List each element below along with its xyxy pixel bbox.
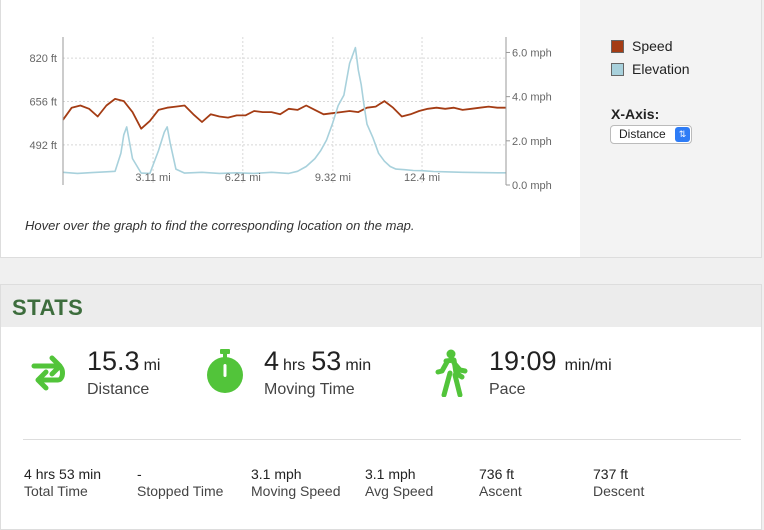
y-left-tick-label: 492 ft (29, 140, 57, 152)
moving-time-minutes-unit: min (345, 357, 372, 374)
x-tick-label: 9.32 mi (315, 172, 351, 184)
moving-speed-stat: 3.1 mph Moving Speed (251, 466, 341, 499)
moving-time-minutes: 53 (311, 346, 342, 376)
x-tick-label: 3.11 mi (135, 172, 170, 184)
descent-label: Descent (593, 483, 645, 499)
moving-time-hours: 4 (264, 346, 280, 376)
x-axis-select[interactable]: Distance ⇅ (610, 125, 692, 144)
x-tick-label: 12.4 mi (404, 172, 440, 184)
distance-label: Distance (87, 381, 150, 398)
y-right-tick-label: 4.0 mph (512, 92, 552, 104)
y-left-tick-label: 820 ft (29, 53, 57, 65)
avg-speed-stat: 3.1 mph Avg Speed (365, 466, 433, 499)
pace-unit: min/mi (564, 357, 612, 374)
y-right-tick-label: 2.0 mph (512, 136, 552, 148)
chart-axes: 3.11 mi 6.21 mi 9.32 mi 12.4 mi 492 ft 656 ft… (29, 37, 552, 192)
y-right-tick-label: 6.0 mph (512, 47, 552, 59)
descent-stat: 737 ft Descent (593, 466, 644, 499)
ascent-stat: 736 ft Ascent (479, 466, 522, 499)
total-time-hours: 4 (24, 466, 32, 482)
total-time-label: Total Time (24, 483, 88, 499)
moving-time-stat: 4 hrs 53 min Moving Time (264, 346, 371, 399)
walking-person-icon (435, 349, 468, 397)
graph-hint-text: Hover over the graph to find the corresp… (25, 218, 415, 233)
stopped-time-value: - (137, 466, 142, 482)
x-axis-label: X-Axis: (611, 106, 660, 122)
pace-label: Pace (489, 381, 526, 398)
moving-time-hours-unit: hrs (283, 357, 306, 374)
pace-stat: 19:09 min/mi Pace (489, 346, 612, 399)
stopped-time-stat: - Stopped Time (137, 466, 223, 499)
avg-speed-value: 3.1 (365, 466, 385, 482)
legend-elevation-label: Elevation (632, 61, 690, 77)
elevation-speed-chart[interactable]: 3.11 mi 6.21 mi 9.32 mi 12.4 mi 492 ft 656 ft… (1, 0, 580, 210)
speed-swatch (611, 39, 624, 53)
speed-series-line (62, 98, 506, 130)
stats-header: STATS (1, 285, 761, 327)
distance-stat: 15.3 mi Distance (87, 346, 160, 399)
moving-speed-unit: mph (274, 466, 302, 482)
ascent-unit: ft (506, 466, 515, 482)
descent-unit: ft (620, 466, 629, 482)
total-time-minutes: 53 (59, 466, 75, 482)
total-time-stat: 4 hrs 53 min Total Time (24, 466, 101, 499)
elevation-swatch (611, 62, 624, 76)
x-axis-selected-value: Distance (619, 127, 666, 141)
stats-title: STATS (12, 295, 84, 320)
stopwatch-icon (207, 349, 243, 393)
distance-value: 15.3 (87, 346, 140, 376)
stopped-time-label: Stopped Time (137, 483, 224, 499)
y-right-tick-label: 0.0 mph (512, 180, 552, 192)
chart-side-panel: Speed Elevation X-Axis: Distance ⇅ (580, 0, 761, 257)
ascent-label: Ascent (479, 483, 522, 499)
stats-card: STATS (0, 284, 762, 530)
legend-item-speed[interactable]: Speed (611, 38, 672, 54)
elevation-speed-graph-card: 3.11 mi 6.21 mi 9.32 mi 12.4 mi 492 ft 656 ft… (0, 0, 762, 258)
total-time-minutes-unit: min (78, 466, 102, 482)
moving-speed-label: Moving Speed (251, 483, 341, 499)
pace-value: 19:09 (489, 346, 557, 376)
avg-speed-unit: mph (388, 466, 416, 482)
stats-divider (23, 439, 741, 440)
legend-speed-label: Speed (632, 38, 673, 54)
distance-unit: mi (143, 357, 161, 374)
y-left-tick-label: 656 ft (29, 96, 57, 108)
ascent-value: 736 (479, 466, 503, 482)
total-time-hours-unit: hrs (35, 466, 56, 482)
chart-series (62, 46, 506, 175)
elevation-series-line (62, 46, 506, 175)
avg-speed-label: Avg Speed (365, 483, 434, 499)
moving-time-label: Moving Time (264, 381, 355, 398)
select-stepper-icon: ⇅ (675, 127, 690, 142)
moving-speed-value: 3.1 (251, 466, 271, 482)
route-arrows-icon (31, 355, 65, 391)
legend-item-elevation[interactable]: Elevation (611, 61, 690, 77)
descent-value: 737 (593, 466, 617, 482)
x-tick-label: 6.21 mi (225, 172, 261, 184)
